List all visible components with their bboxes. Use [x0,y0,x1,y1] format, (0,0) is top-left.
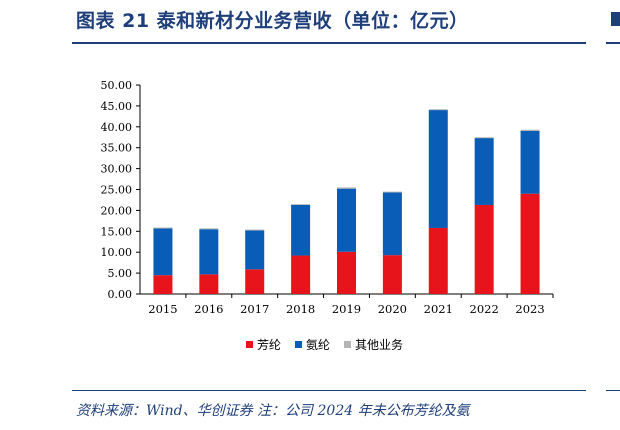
x-tick-label: 2021 [424,302,453,316]
legend-label: 芳纶 [257,337,282,352]
footer-rule [72,390,586,391]
bar-segment [153,275,173,294]
bar-segment [382,255,402,294]
x-tick-label: 2017 [240,302,269,316]
y-tick-label: 30.00 [101,163,133,176]
bar-segment [291,204,311,256]
bar-segment [337,187,356,189]
bar-segment [520,130,540,194]
x-tick-label: 2016 [194,302,223,316]
y-tick-label: 0.00 [108,288,133,301]
legend-item: 氨纶 [295,336,330,353]
y-tick-label: 5.00 [108,267,133,280]
bar-segment [474,137,494,139]
bar-segment [291,255,311,294]
legend-label: 氨纶 [306,337,331,352]
x-tick-label: 2022 [470,302,499,316]
bar-segment [382,192,402,256]
bar-segment [474,138,494,205]
y-tick-label: 40.00 [101,121,133,134]
legend-item: 芳纶 [246,336,281,353]
y-tick-label: 15.00 [101,225,133,238]
bar-segment [291,204,311,205]
bar-segment [382,191,402,193]
bar-segment [428,109,448,111]
chart-legend: 芳纶 氨纶 其他业务 [246,335,417,353]
bar-segment [428,227,448,294]
title-rule [72,42,586,44]
bar-segment [520,193,540,294]
x-tick-label: 2019 [332,302,361,316]
x-tick-label: 2015 [148,302,177,316]
edge-mark [611,12,620,26]
y-tick-label: 45.00 [101,100,133,113]
y-tick-label: 25.00 [101,184,133,197]
x-tick-label: 2023 [515,302,544,316]
bar-segment [337,251,356,294]
footer-rule-right [606,390,620,391]
bar-segment [474,204,494,294]
x-tick-label: 2018 [286,302,315,316]
chart-title: 图表 21 泰和新材分业务营收（单位：亿元） [76,10,469,32]
y-tick-label: 10.00 [101,246,133,259]
y-tick-label: 35.00 [101,142,133,155]
legend-label: 其他业务 [355,337,404,352]
bar-segment [199,228,219,230]
title-rule-right [606,42,620,44]
bar-segment [199,274,219,294]
legend-item: 其他业务 [344,336,403,353]
bar-segment [245,269,265,294]
bar-segment [245,229,265,231]
y-tick-label: 20.00 [101,204,133,217]
legend-swatch [344,340,352,348]
source-note: 资料来源：Wind、华创证券 注：公司 2024 年未公布芳纶及氨 [76,403,470,419]
bar-segment [153,228,173,276]
bar-segment [337,188,356,252]
bar-segment [520,129,540,131]
legend-swatch [246,340,253,348]
bar-segment [153,227,173,229]
bar-segment [245,230,265,270]
bar-segment [199,229,219,275]
x-tick-label: 2020 [378,302,407,316]
y-tick-label: 50.00 [101,79,133,92]
legend-swatch [295,340,303,348]
bar-segment [428,110,448,228]
